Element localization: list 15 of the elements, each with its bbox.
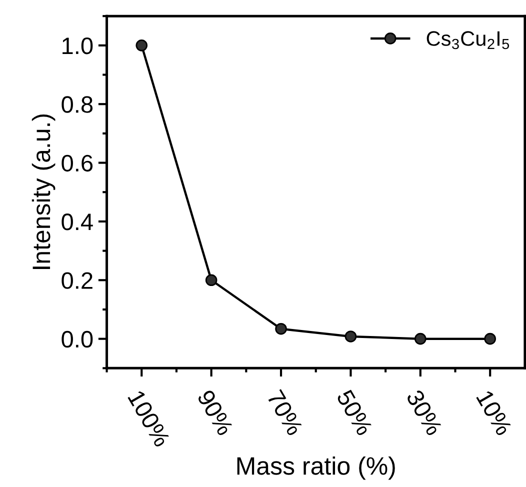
y-tick-label: 0.4 <box>62 214 93 230</box>
point <box>136 40 148 52</box>
point <box>414 332 426 345</box>
y-tick-label: 1.0 <box>62 37 93 54</box>
y-axis-title: Intensity (a.u.) <box>32 114 56 270</box>
point <box>275 322 287 335</box>
legend-label: Cs$_{3}$Cu$_{2}$I$_{5}$ <box>426 31 510 50</box>
point <box>344 330 357 342</box>
y-tick-label: 0.2 <box>62 272 92 289</box>
y-tick-label: 0.0 <box>62 330 93 348</box>
point <box>205 274 218 286</box>
point <box>484 332 496 345</box>
x-axis-title: Mass ratio (%) <box>237 456 395 480</box>
y-tick-label: 0.8 <box>62 96 93 113</box>
y-tick-label: 0.6 <box>62 154 93 172</box>
